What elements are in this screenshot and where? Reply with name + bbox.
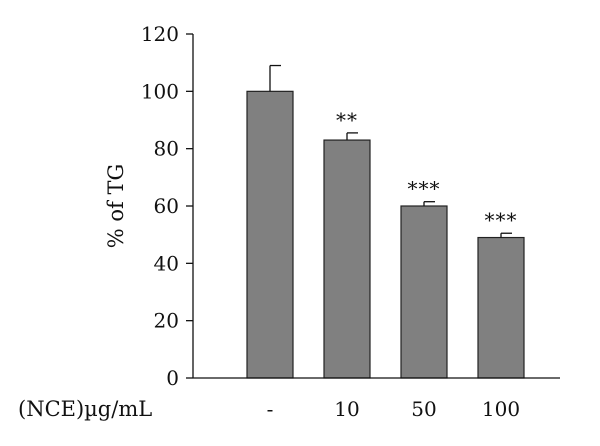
y-tick-label: 0 (166, 366, 179, 390)
bar (323, 139, 371, 379)
y-tick-label: 100 (141, 79, 179, 103)
significance-label: *** (485, 208, 518, 232)
y-tick-label: 120 (141, 22, 179, 46)
y-tick-label: 80 (154, 137, 179, 161)
bar (477, 236, 525, 379)
x-tick-label: 100 (482, 397, 520, 421)
error-bars (269, 64, 512, 238)
significance-label: ** (336, 108, 358, 132)
y-axis: 0 20 40 60 80 100 120 (141, 22, 194, 390)
x-prefix-label: (NCE)µg/mL (18, 397, 152, 421)
x-tick-label: 50 (411, 397, 436, 421)
bar (400, 205, 448, 379)
x-tick-label: 10 (334, 397, 359, 421)
bars (246, 90, 525, 379)
x-tick-label: - (267, 397, 274, 421)
y-tick-label: 20 (154, 309, 179, 333)
y-axis-label: % of TG (104, 164, 128, 249)
y-tick-label: 40 (154, 251, 179, 275)
y-tick-label: 60 (154, 194, 179, 218)
significance-markers: ******** (336, 108, 518, 232)
significance-label: *** (408, 177, 441, 201)
bar (246, 90, 294, 379)
x-axis: - 10 50 100 (193, 377, 560, 421)
